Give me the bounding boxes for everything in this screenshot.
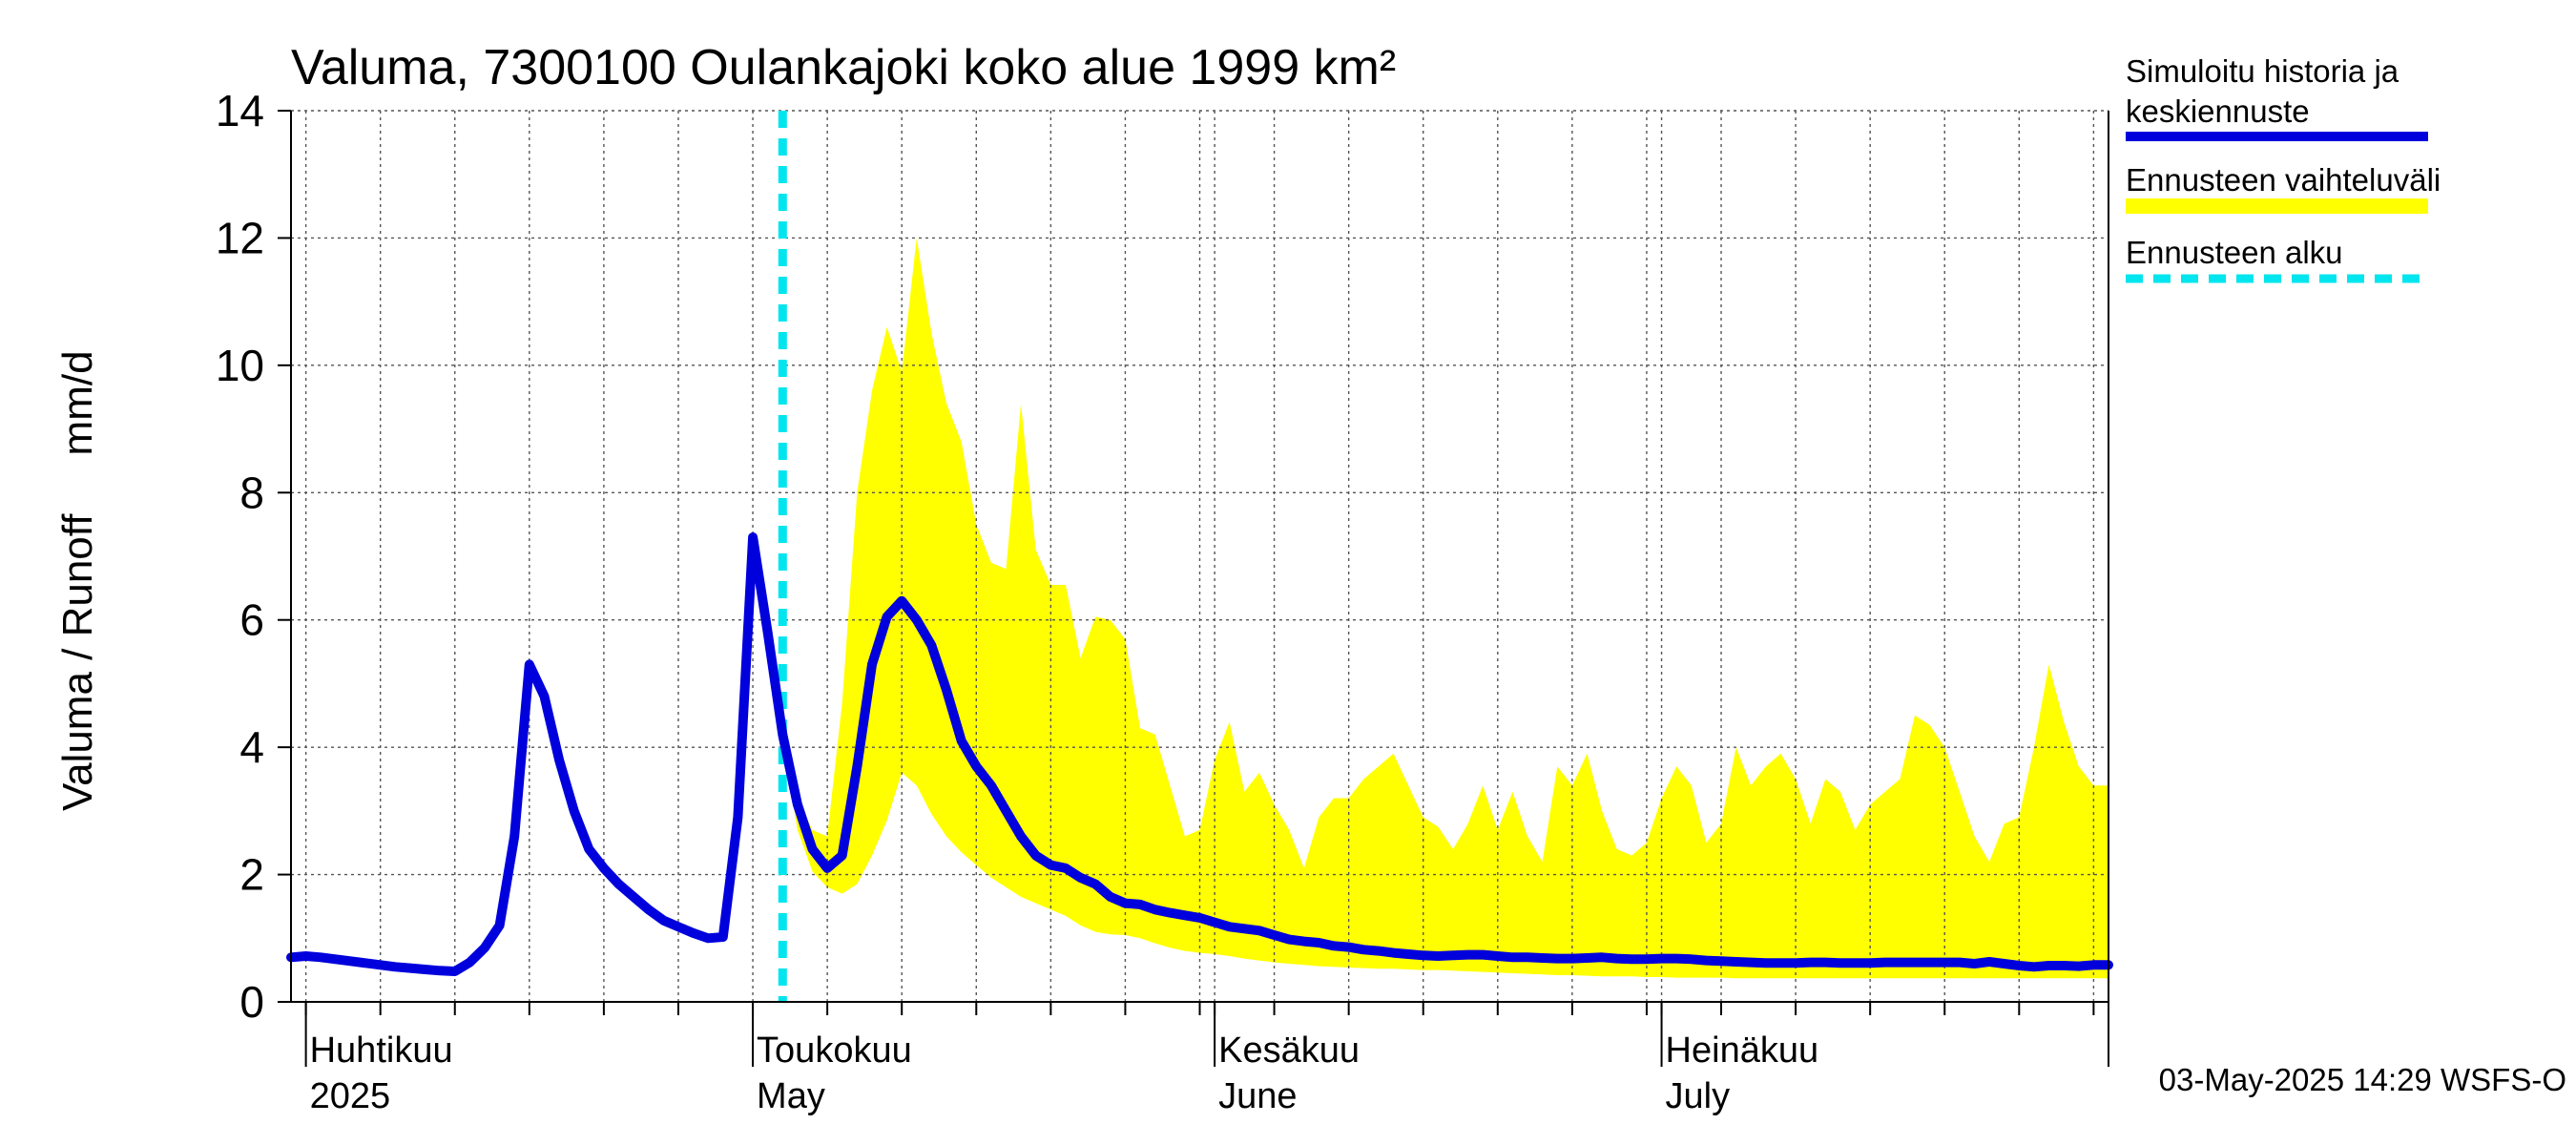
series-layer (286, 111, 2113, 1002)
y-tick-label: 12 (216, 213, 264, 262)
simulated-mean-line (286, 532, 2113, 976)
y-axis-label: Valuma / Runoff mm/d (54, 350, 101, 811)
forecast-range-band (753, 238, 2109, 979)
grid-layer (291, 110, 2109, 1002)
y-tick-label: 14 (216, 86, 264, 135)
x-month-sublabel: 2025 (310, 1076, 391, 1116)
x-month-label: Heinäkuu (1666, 1030, 1819, 1071)
x-month-sublabel: May (757, 1076, 825, 1116)
legend: Simuloitu historia ja keskiennuste Ennus… (2126, 53, 2441, 283)
legend-label-simulated-1: Simuloitu historia ja (2126, 53, 2399, 89)
y-tick-label: 10 (216, 341, 264, 390)
chart-title: Valuma, 7300100 Oulankajoki koko alue 19… (291, 40, 1396, 95)
footer-timestamp: 03-May-2025 14:29 WSFS-O (2159, 1062, 2566, 1097)
legend-label-range: Ennusteen vaihteluväli (2126, 162, 2441, 198)
x-month-sublabel: June (1218, 1076, 1297, 1116)
y-tick-label: 6 (239, 595, 264, 645)
x-month-label: Huhtikuu (310, 1030, 453, 1071)
y-tick-label: 2 (239, 850, 264, 900)
y-tick-label: 8 (239, 468, 264, 517)
y-tick-label: 4 (239, 722, 264, 772)
x-month-sublabel: July (1666, 1076, 1731, 1116)
x-month-label: Toukokuu (757, 1030, 912, 1071)
axis-layer: 0 2 4 6 8 10 12 14 Huhtikuu 2025 Toukokuu May Kesäku… (216, 86, 2109, 1116)
y-tick-label: 0 (239, 977, 264, 1027)
x-month-label: Kesäkuu (1218, 1030, 1360, 1071)
forecast-range-band-layer (753, 238, 2109, 979)
legend-label-simulated-2: keskiennuste (2126, 94, 2310, 129)
legend-label-forecast-start: Ennusteen alku (2126, 235, 2343, 270)
